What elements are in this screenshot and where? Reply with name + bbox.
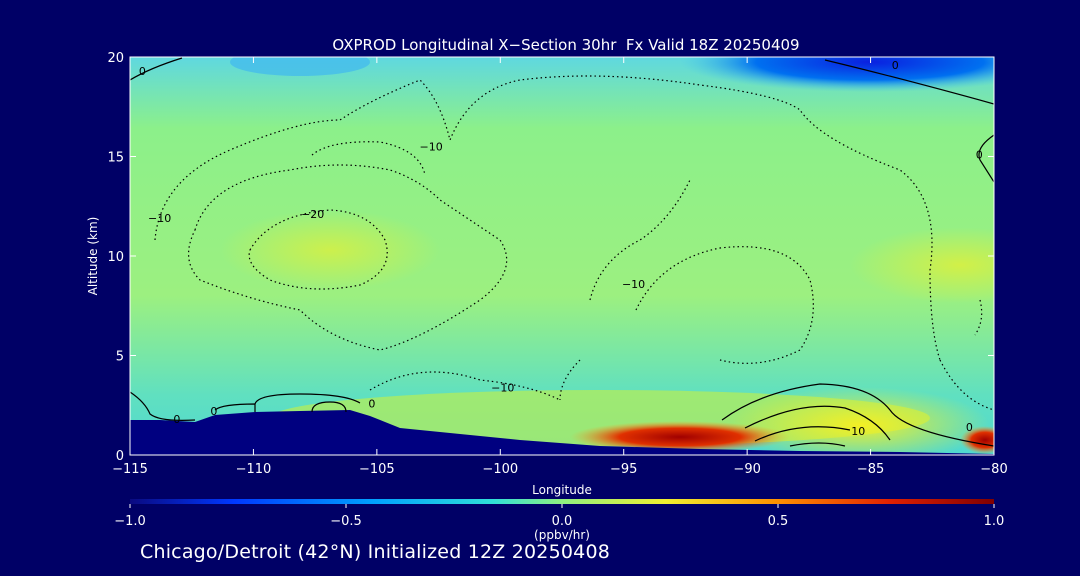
production-maximum-east [960,426,994,454]
y-tick-label: 15 [107,151,124,166]
production-plume-east [730,387,990,455]
y-axis-label: Altitude (km) [86,217,100,296]
positive-region-mid-left [220,210,440,290]
contours-solid [130,57,994,447]
contour-label: 0 [976,149,983,162]
contour-label: 0 [210,405,217,418]
colorbar-bar [130,499,994,504]
x-tick-label: −110 [236,462,272,477]
x-tick-label: −115 [112,462,148,477]
x-axis: −115 −110 −105 −100 −95 −90 −85 −80 [112,57,1008,477]
y-tick-label: 5 [116,350,124,365]
contour-labels: 0 −10 −20 −10 −10 −10 0 0 0 0 0 10 0 [139,59,983,438]
plot-area: 0 −10 −20 −10 −10 −10 0 0 0 0 0 10 0 [130,57,994,455]
positive-region-mid-right [850,227,994,303]
y-axis: 0 5 10 15 20 [107,51,994,464]
colorbar-tick-label: 1.0 [984,514,1005,529]
colorbar-tick-label: 0.0 [552,514,573,529]
contour-label: −10 [148,212,171,225]
negative-region-top-left [230,57,370,76]
contour-label: 0 [368,397,375,410]
y-tick-label: 10 [107,250,124,265]
contours-dashed [154,75,994,411]
contour-label: −10 [491,381,514,394]
x-tick-label: −90 [733,462,760,477]
contour-label: 10 [851,425,865,438]
contour-label: −10 [420,141,443,154]
colorbar: −1.0 −0.5 0.0 0.5 1.0 (ppbv/hr) [114,499,1004,542]
chart-title: OXPROD Longitudinal X−Section 30hr Fx Va… [332,36,799,54]
contour-label: 0 [139,65,146,78]
contour-label: 0 [892,59,899,72]
x-tick-label: −85 [857,462,884,477]
colorbar-unit-label: (ppbv/hr) [534,528,590,542]
footer-caption: Chicago/Detroit (42°N) Initialized 12Z 2… [140,541,611,563]
contour-label: 0 [173,413,180,426]
x-axis-label: Longitude [532,483,592,497]
x-tick-label: −95 [610,462,637,477]
y-tick-label: 20 [107,51,124,66]
colorbar-ticks: −1.0 −0.5 0.0 0.5 1.0 [114,504,1004,529]
y-tick-label: 0 [116,449,124,464]
colorbar-tick-label: 0.5 [768,514,789,529]
x-tick-label: −80 [980,462,1007,477]
terrain [130,410,994,455]
colorbar-tick-label: −1.0 [114,514,146,529]
contour-label: 0 [966,421,973,434]
x-tick-label: −100 [482,462,518,477]
colorbar-tick-label: −0.5 [330,514,362,529]
contour-label: −10 [622,278,645,291]
contour-label: −20 [301,208,324,221]
production-maximum [570,421,790,453]
x-tick-label: −105 [359,462,395,477]
